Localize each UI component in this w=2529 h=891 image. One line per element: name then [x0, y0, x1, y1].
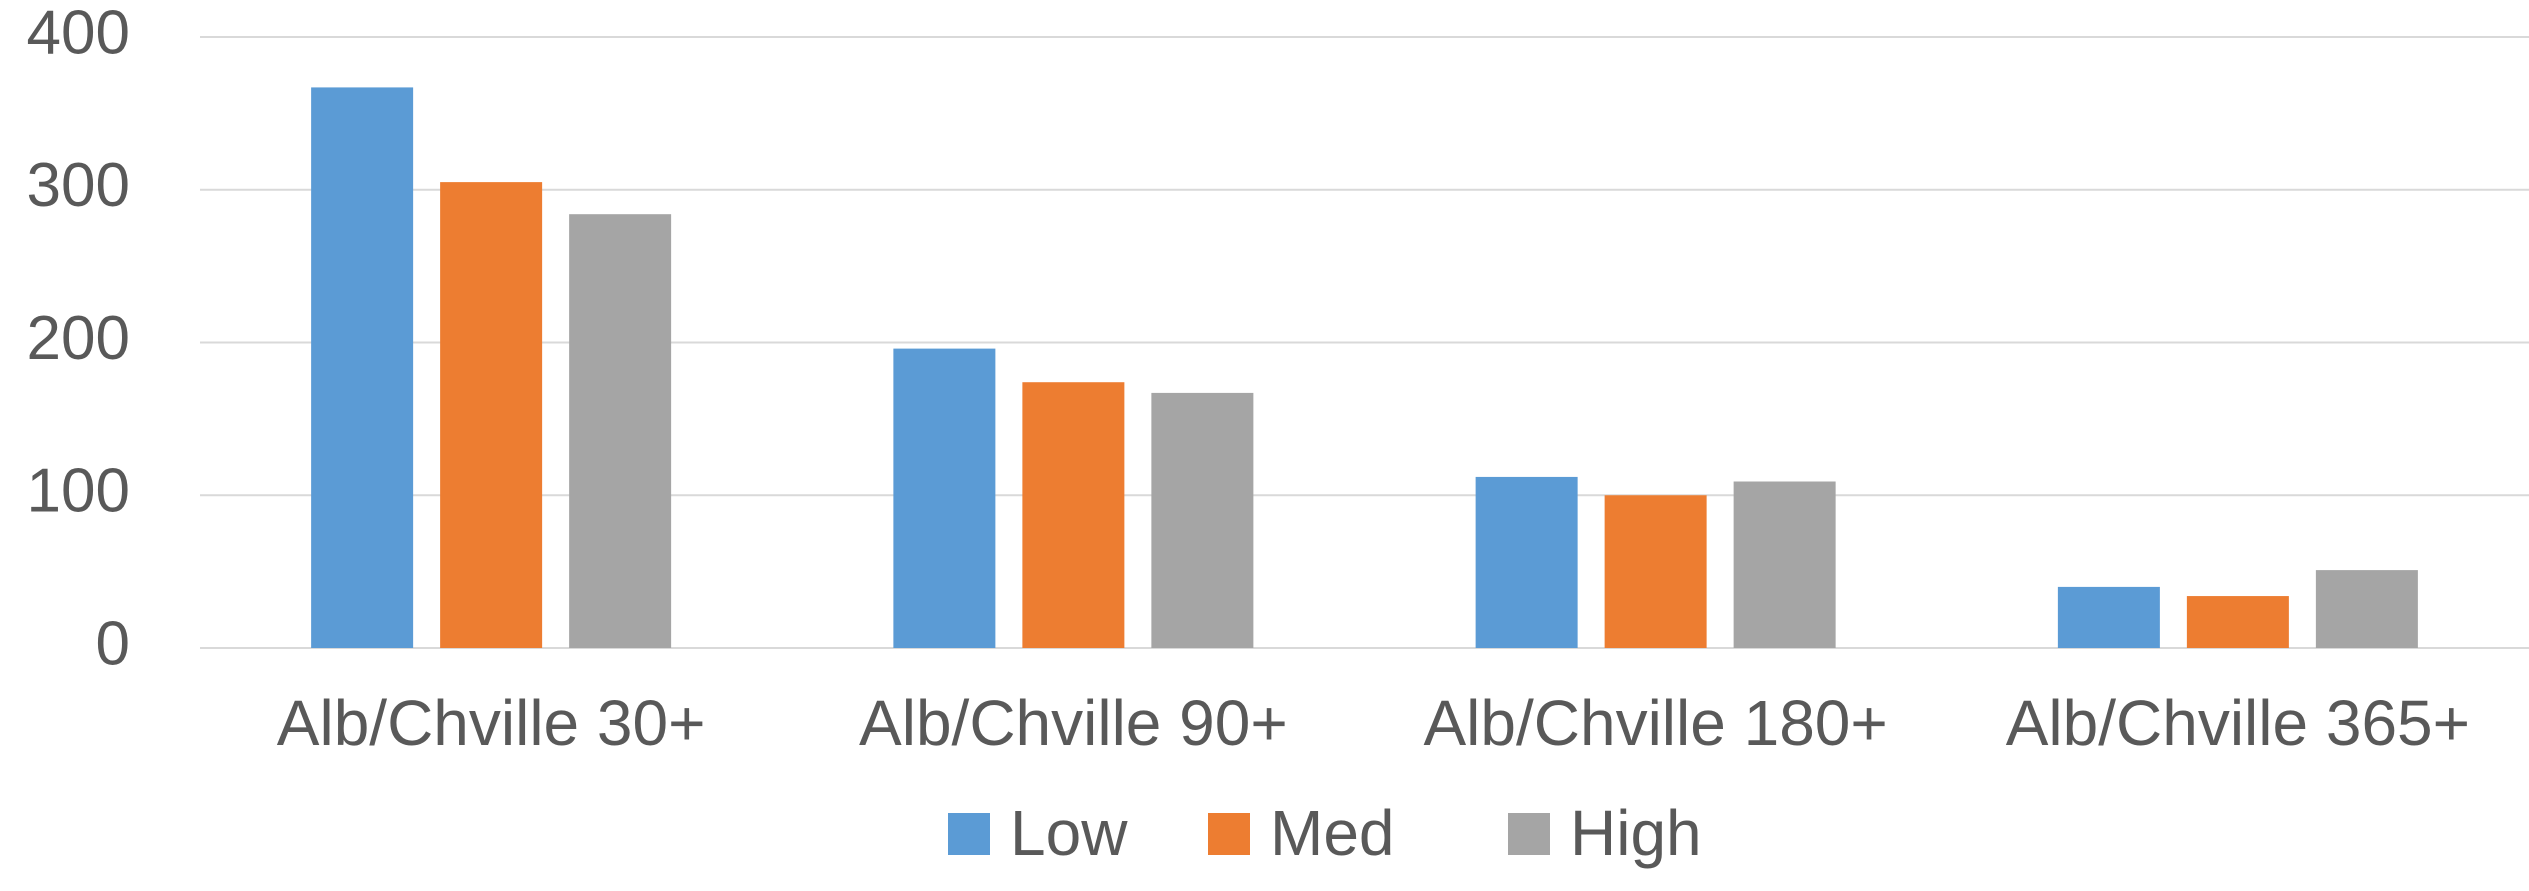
bar-low — [311, 87, 414, 649]
legend-label: Med — [1270, 797, 1395, 869]
bar-high — [2315, 570, 2418, 648]
bar-med — [440, 182, 543, 649]
y-tick-label: 400 — [27, 0, 130, 67]
y-axis-ticks: 0 100 200 300 400 — [27, 0, 130, 678]
x-category-label: Alb/Chville 90+ — [859, 687, 1288, 759]
bar-med — [1022, 382, 1125, 648]
legend: Low Med High — [948, 797, 1702, 869]
bar-low — [893, 348, 996, 648]
y-tick-label: 0 — [96, 609, 130, 678]
legend-item-high: High — [1508, 797, 1702, 869]
y-tick-label: 300 — [27, 151, 130, 220]
bars — [311, 87, 2418, 649]
bar-low — [2057, 586, 2160, 648]
legend-item-med: Med — [1208, 797, 1395, 869]
bar-med — [1604, 495, 1707, 648]
bar-med — [2186, 596, 2289, 648]
bar-high — [1151, 392, 1254, 648]
legend-swatch — [1508, 813, 1550, 855]
y-tick-label: 200 — [27, 304, 130, 373]
bar-high — [569, 214, 672, 648]
legend-swatch — [1208, 813, 1250, 855]
x-axis-labels: Alb/Chville 30+ Alb/Chville 90+ Alb/Chvill… — [277, 687, 2470, 759]
legend-label: High — [1570, 797, 1702, 869]
legend-label: Low — [1010, 797, 1128, 869]
gridlines — [200, 36, 2529, 649]
x-category-label: Alb/Chville 365+ — [2006, 687, 2470, 759]
bar-low — [1475, 476, 1578, 648]
legend-swatch — [948, 813, 990, 855]
bar-high — [1733, 481, 1836, 648]
y-tick-label: 100 — [27, 457, 130, 526]
x-category-label: Alb/Chville 180+ — [1423, 687, 1887, 759]
x-category-label: Alb/Chville 30+ — [277, 687, 706, 759]
legend-item-low: Low — [948, 797, 1128, 869]
